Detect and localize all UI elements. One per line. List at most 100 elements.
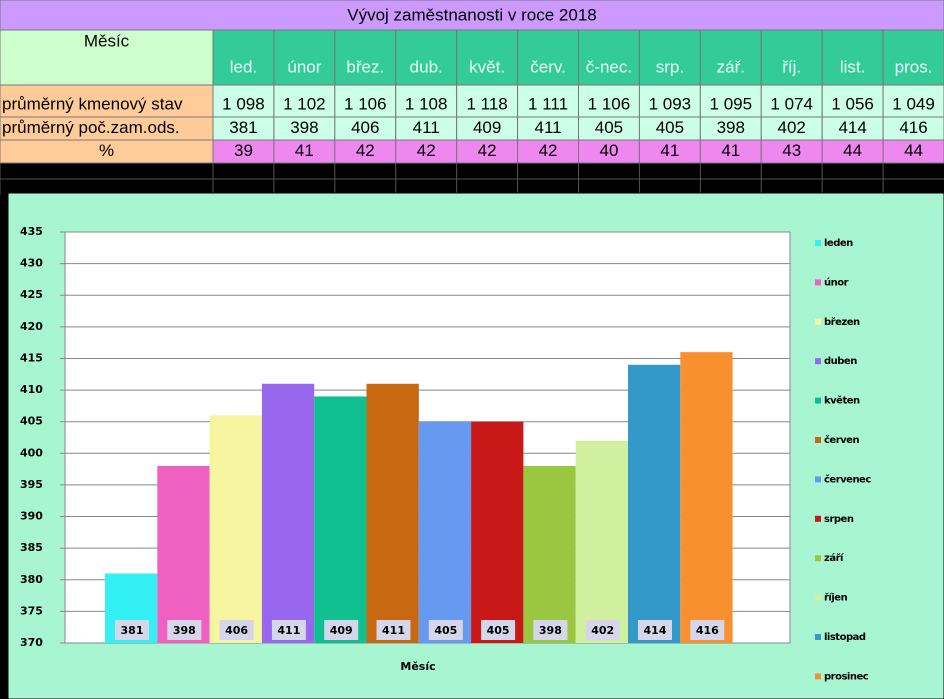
data-label: 398: [539, 624, 562, 637]
legend-swatch: [815, 673, 821, 680]
legend-swatch: [815, 476, 821, 483]
header-text: červ.: [530, 57, 566, 76]
legend-swatch: [815, 515, 821, 522]
label-box: [219, 620, 254, 640]
cell-text: 44: [904, 141, 923, 160]
cell-text: 409: [473, 118, 501, 137]
cell-text: 42: [356, 141, 375, 160]
legend-swatch: [815, 594, 821, 601]
legend-label: únor: [824, 276, 849, 288]
y-tick-label: 400: [20, 446, 43, 459]
label-box: [481, 620, 516, 640]
header-text: květ.: [469, 57, 505, 76]
y-tick-label: 425: [20, 288, 43, 301]
label-box: [690, 620, 725, 640]
header-text: únor: [287, 57, 321, 76]
header-text: zář.: [717, 57, 745, 76]
legend-swatch: [815, 358, 821, 365]
header-text: č-nec.: [586, 57, 632, 76]
legend-label: září: [824, 552, 844, 564]
label-box: [324, 620, 359, 640]
cell-text: průměrný kmenový stav: [2, 94, 183, 113]
cell-text: 414: [838, 118, 866, 137]
bar: [680, 352, 733, 643]
header-cell: [699, 29, 762, 86]
label-box: [167, 620, 202, 640]
table-cell: [517, 84, 579, 118]
label-box: [585, 620, 620, 640]
table-title: Vývoj zaměstnanosti v roce 2018: [347, 5, 596, 24]
y-tick-label: 435: [20, 225, 43, 238]
cell-text: 416: [899, 118, 927, 137]
bar: [366, 383, 419, 643]
header-text: led.: [230, 57, 257, 76]
legend-label: srpen: [824, 514, 854, 525]
label-box: [115, 620, 149, 640]
header-cell: [212, 29, 275, 86]
legend-label: červen: [824, 434, 859, 446]
legend-label: prosinec: [824, 671, 869, 682]
header-text: Měsíc: [84, 31, 130, 50]
bar: [418, 421, 472, 643]
legend-label: leden: [824, 238, 853, 249]
cell-text: 39: [234, 141, 253, 160]
bar: [157, 465, 210, 643]
cell-text: 398: [290, 118, 318, 137]
header-cell: [882, 29, 944, 86]
label-box: [533, 620, 568, 640]
cell-text: 402: [778, 118, 806, 137]
header-text: dub.: [410, 57, 443, 76]
data-label: 398: [173, 624, 196, 637]
cell-text: 1 056: [831, 94, 874, 113]
cell-text: 1 049: [892, 94, 935, 113]
bar: [209, 415, 262, 643]
cell-text: 1 106: [344, 94, 387, 113]
cell-text: 381: [229, 118, 257, 137]
label-box: [638, 620, 672, 640]
y-tick-label: 385: [20, 541, 43, 554]
label-box: [271, 620, 306, 640]
data-label: 405: [434, 624, 457, 637]
header-text: srp.: [656, 57, 684, 76]
cell-text: 1 095: [710, 94, 753, 113]
y-tick-label: 380: [20, 573, 43, 586]
table-cell: [334, 84, 397, 118]
cell-text: 1 102: [283, 94, 326, 113]
legend-label: červenec: [824, 473, 871, 485]
y-tick-label: 375: [20, 604, 43, 617]
cell-text: průměrný poč.zam.ods.: [2, 118, 180, 137]
cell-text: 42: [478, 141, 497, 160]
cell-text: 44: [843, 141, 862, 160]
header-text: list.: [840, 57, 866, 76]
y-tick-label: 430: [20, 257, 43, 270]
table-cell: [395, 84, 458, 118]
cell-text: 405: [656, 118, 684, 137]
legend-swatch: [815, 240, 821, 246]
header-cell: [578, 29, 640, 86]
header-text: pros.: [895, 57, 933, 76]
cell-text: 1 106: [588, 94, 631, 113]
header-cell: [273, 29, 336, 86]
cell-text: 40: [599, 141, 618, 160]
table-cell: [760, 84, 823, 118]
cell-text: 398: [717, 118, 745, 137]
header-cell: [638, 29, 701, 86]
cell-text: 41: [295, 141, 314, 160]
y-tick-label: 415: [20, 351, 43, 364]
x-axis-label: Měsíc: [400, 660, 435, 673]
table-cell: [212, 84, 275, 118]
table-cell: [638, 84, 701, 118]
cell-text: 1 093: [649, 94, 692, 113]
cell-text: 41: [660, 141, 679, 160]
cell-text: 42: [539, 141, 558, 160]
header-cell: [821, 29, 884, 86]
data-label: 405: [487, 624, 510, 637]
legend-label: říjen: [824, 592, 848, 604]
y-tick-label: 390: [20, 510, 43, 523]
cell-text: 1 074: [770, 94, 813, 113]
legend-swatch: [815, 279, 821, 286]
bar: [575, 440, 628, 643]
y-tick-label: 405: [20, 415, 43, 428]
data-label: 402: [591, 624, 614, 637]
